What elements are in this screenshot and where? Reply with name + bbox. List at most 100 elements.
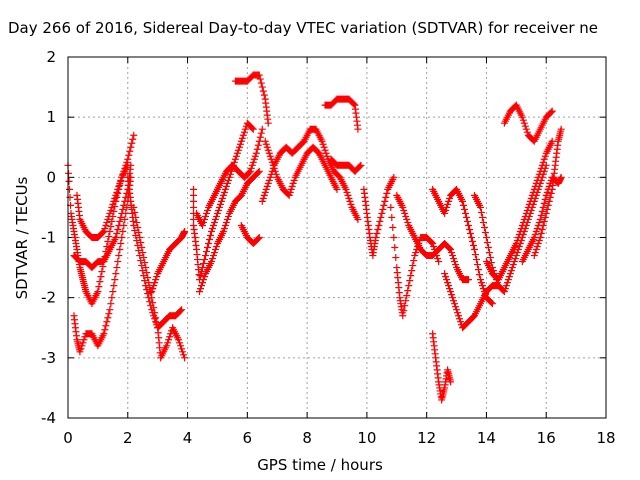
data-point <box>459 197 467 205</box>
data-point <box>153 273 161 281</box>
data-point <box>223 215 231 223</box>
data-point <box>177 342 185 350</box>
data-point <box>112 191 120 199</box>
data-point <box>518 221 526 229</box>
data-point <box>209 221 217 229</box>
data-point <box>143 269 151 277</box>
data-point <box>537 229 545 237</box>
data-point <box>450 255 458 263</box>
data-point <box>479 285 487 293</box>
data-point <box>219 227 227 235</box>
data-point <box>202 209 210 217</box>
data-point <box>463 213 471 221</box>
series-sat-r <box>387 203 443 320</box>
data-point <box>471 251 479 259</box>
data-point <box>449 294 457 302</box>
data-point <box>524 203 532 211</box>
data-point <box>249 125 257 133</box>
data-point <box>430 243 438 251</box>
data-point <box>200 256 208 264</box>
data-point <box>487 259 495 267</box>
data-point <box>461 205 469 213</box>
data-point <box>107 300 115 308</box>
data-point <box>381 197 389 205</box>
data-point <box>475 271 483 279</box>
data-point <box>207 258 215 266</box>
data-point <box>110 282 118 290</box>
data-point <box>258 197 266 205</box>
data-point <box>480 223 488 231</box>
data-point <box>262 140 270 148</box>
data-point <box>377 213 385 221</box>
data-point <box>518 113 526 121</box>
data-point <box>138 262 146 270</box>
data-point <box>288 182 296 190</box>
data-point <box>501 285 509 293</box>
data-point <box>140 254 148 262</box>
data-point <box>211 246 219 254</box>
data-point <box>453 306 461 314</box>
data-point <box>268 158 276 166</box>
data-point <box>213 209 221 217</box>
data-point <box>270 164 278 172</box>
data-point <box>101 224 109 232</box>
data-point <box>108 203 116 211</box>
data-point <box>147 289 155 297</box>
data-point <box>207 227 215 235</box>
data-point <box>136 234 144 241</box>
data-point <box>266 152 274 160</box>
series-sat-x <box>482 137 556 284</box>
data-point <box>507 267 515 275</box>
data-point <box>541 152 549 160</box>
data-point <box>449 252 457 260</box>
data-point <box>557 125 565 133</box>
data-point <box>133 237 141 245</box>
data-point <box>196 288 204 296</box>
data-point <box>538 207 546 215</box>
data-point <box>540 217 548 225</box>
data-point <box>443 276 451 284</box>
data-point <box>375 221 383 229</box>
data-point <box>65 177 73 185</box>
series-sat-k <box>231 71 272 127</box>
data-point <box>520 215 528 223</box>
data-point <box>526 197 534 205</box>
data-point <box>151 315 159 323</box>
data-point <box>537 164 545 172</box>
data-point <box>104 238 112 246</box>
data-point <box>392 254 400 262</box>
data-point <box>107 222 115 230</box>
data-point <box>247 164 255 172</box>
y-tick-label: -1 <box>41 229 56 247</box>
data-point <box>200 273 208 281</box>
data-point <box>383 189 391 197</box>
data-point <box>441 270 449 278</box>
data-point <box>531 249 539 257</box>
data-point <box>181 227 189 235</box>
data-point <box>345 194 353 202</box>
data-point <box>539 221 547 229</box>
data-point <box>287 185 295 193</box>
series-sat-j <box>196 167 263 296</box>
data-point <box>467 229 475 237</box>
data-point <box>206 231 214 239</box>
x-tick-label: 6 <box>243 429 253 447</box>
data-point <box>126 147 134 155</box>
data-point <box>374 225 382 233</box>
data-point <box>106 306 114 314</box>
series-sat-c <box>70 173 135 356</box>
data-point <box>132 213 140 221</box>
data-point <box>444 279 452 287</box>
data-point <box>258 83 266 91</box>
x-tick-label: 14 <box>477 429 496 447</box>
data-point <box>410 257 418 265</box>
data-point <box>127 143 135 151</box>
data-point <box>408 267 416 275</box>
data-point <box>112 270 120 278</box>
data-point <box>94 288 102 296</box>
data-point <box>466 225 474 233</box>
data-point <box>79 339 87 347</box>
data-point <box>530 234 538 241</box>
data-point <box>199 260 207 268</box>
